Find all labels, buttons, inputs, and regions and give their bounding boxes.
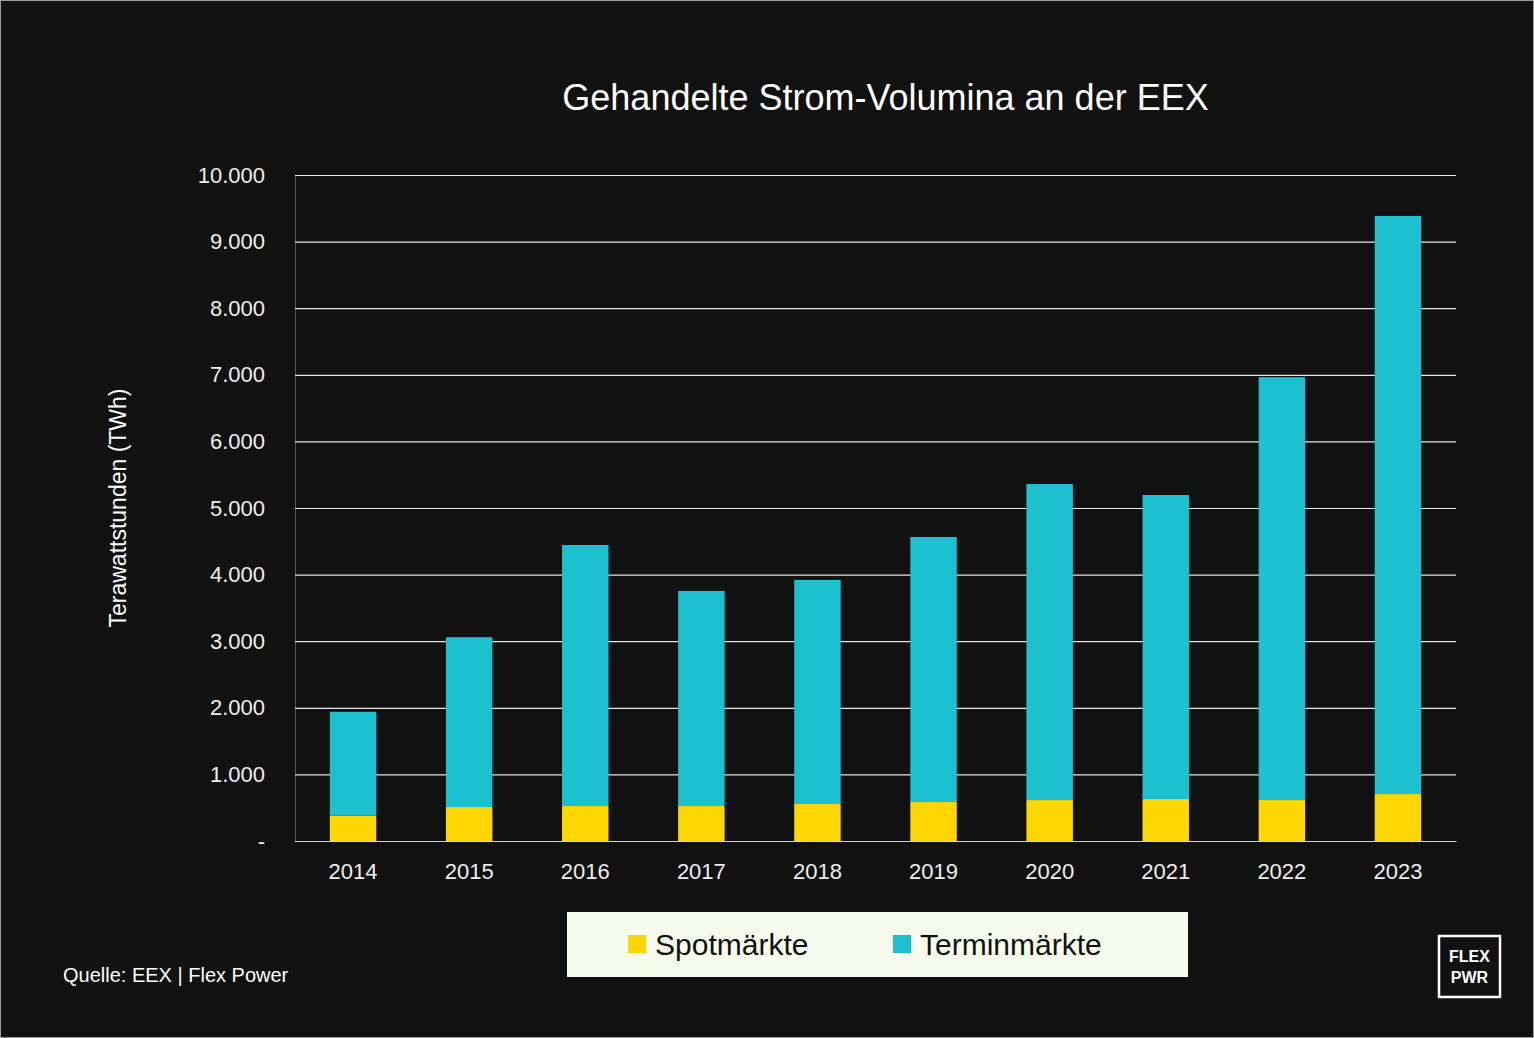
- logo-text: FLEX: [1449, 948, 1490, 965]
- legend-swatch: [893, 935, 911, 953]
- chart-root: Gehandelte Strom-Volumina an der EEX - 1.0…: [0, 0, 1534, 1038]
- bar: [1026, 800, 1072, 841]
- y-tick-label: 2.000: [210, 695, 265, 720]
- y-tick-label: 1.000: [210, 762, 265, 787]
- x-tick-label: 2021: [1141, 859, 1190, 884]
- y-tick-label: 10.000: [198, 163, 265, 188]
- y-tick-label: -: [258, 829, 265, 854]
- grid-line: [295, 242, 1456, 243]
- x-tick: 2015: [445, 859, 494, 884]
- y-tick-label: 3.000: [210, 629, 265, 654]
- x-tick: 2018: [793, 859, 842, 884]
- bar: [794, 804, 840, 841]
- x-tick-label: 2022: [1257, 859, 1306, 884]
- x-tick-label: 2017: [677, 859, 726, 884]
- x-tick: 2020: [1025, 859, 1074, 884]
- x-tick: 2021: [1141, 859, 1190, 884]
- bar: [678, 806, 724, 841]
- bar: [562, 806, 608, 841]
- x-tick: 2016: [561, 859, 610, 884]
- legend-swatch: [628, 935, 646, 953]
- bar: [794, 580, 840, 804]
- y-tick-label: 7.000: [210, 362, 265, 387]
- bar: [1143, 495, 1189, 799]
- y-tick: 9.000: [210, 229, 1456, 254]
- grid-line: [295, 841, 1456, 842]
- background: [1, 1, 1534, 1038]
- series-0: [330, 794, 1421, 841]
- bars: [330, 216, 1421, 841]
- y-tick-label: 9.000: [210, 229, 265, 254]
- x-tick: 2019: [909, 859, 958, 884]
- bar: [910, 537, 956, 802]
- y-tick-label: 4.000: [210, 562, 265, 587]
- bar: [1259, 377, 1305, 800]
- y-tick: 10.000: [198, 163, 1456, 188]
- logo-box: [1439, 936, 1500, 997]
- bar: [446, 807, 492, 841]
- legend-label: Spotmärkte: [655, 928, 808, 961]
- x-tick: 2017: [677, 859, 726, 884]
- x-tick-label: 2019: [909, 859, 958, 884]
- x-tick-label: 2015: [445, 859, 494, 884]
- bar: [1143, 799, 1189, 841]
- y-tick-label: 5.000: [210, 496, 265, 521]
- chart-title: Gehandelte Strom-Volumina an der EEX: [562, 77, 1208, 118]
- bar: [562, 545, 608, 806]
- bar: [910, 802, 956, 841]
- grid-line: [295, 308, 1456, 309]
- bar: [1375, 794, 1421, 841]
- x-axis-line: [296, 841, 1457, 842]
- bar: [678, 591, 724, 806]
- x-axis: 2014 2015 2016 2017 2018 2019 2020 2021 2022 2023: [296, 842, 1457, 884]
- logo-text: PWR: [1451, 969, 1489, 986]
- x-tick: 2023: [1373, 859, 1422, 884]
- legend-label: Terminmärkte: [920, 928, 1102, 961]
- x-tick: 2014: [329, 859, 378, 884]
- bar: [1375, 216, 1421, 794]
- legend-box: [567, 912, 1188, 977]
- y-tick-label: 8.000: [210, 296, 265, 321]
- y-tick: 8.000: [210, 296, 1456, 321]
- y-tick-label: 6.000: [210, 429, 265, 454]
- x-tick: 2022: [1257, 859, 1306, 884]
- x-tick-label: 2018: [793, 859, 842, 884]
- grid-line: [295, 375, 1456, 376]
- logo: FLEX PWR: [1439, 936, 1500, 997]
- x-tick-label: 2014: [329, 859, 378, 884]
- bar: [1026, 484, 1072, 800]
- bar: [330, 712, 376, 816]
- bar: [446, 637, 492, 807]
- bar: [1259, 800, 1305, 841]
- legend: Spotmärkte Terminmärkte: [567, 912, 1188, 977]
- bar: [330, 816, 376, 841]
- series-1: [330, 216, 1421, 816]
- x-tick-label: 2023: [1373, 859, 1422, 884]
- y-axis-title: Terawattstunden (TWh): [105, 388, 131, 627]
- grid-line: [295, 175, 1456, 176]
- x-tick-label: 2016: [561, 859, 610, 884]
- source: Quelle: EEX | Flex Power: [63, 964, 289, 986]
- y-axis: - 1.000 2.000 3.000 4.000 5.000 6.000 7.000 8.00…: [198, 163, 1456, 854]
- x-tick-label: 2020: [1025, 859, 1074, 884]
